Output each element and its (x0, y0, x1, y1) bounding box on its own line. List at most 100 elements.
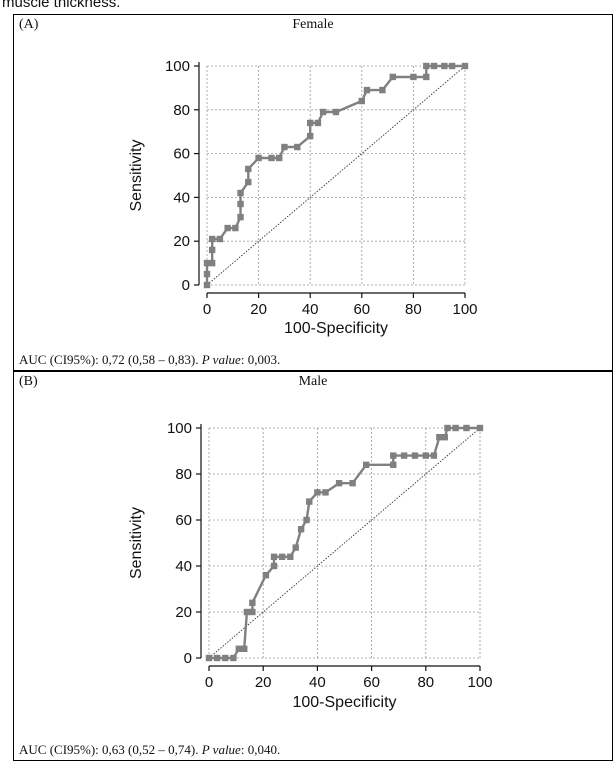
roc-point (245, 165, 252, 173)
roc-point (476, 424, 484, 432)
roc-point (255, 154, 262, 162)
roc-point (241, 645, 248, 652)
roc-point (224, 224, 231, 232)
x-axis-title: 100-Specificity (292, 694, 396, 711)
roc-point (441, 62, 448, 70)
roc-point (213, 654, 221, 662)
x-tick-label: 20 (255, 674, 272, 691)
roc-point (216, 235, 224, 243)
roc-point (208, 246, 216, 254)
panel-title: Male (298, 374, 328, 389)
x-tick-label: 0 (205, 674, 213, 691)
auc-text: AUC (CI95%): 0,63 (0,52 – 0,74). (19, 742, 202, 757)
y-tick-label: 60 (175, 512, 192, 529)
x-axis-title: 100-Specificity (284, 320, 388, 337)
y-tick-label: 100 (167, 420, 192, 437)
x-tick-label: 20 (250, 301, 267, 318)
roc-point (390, 452, 397, 459)
roc-point (230, 654, 237, 662)
roc-point (235, 645, 243, 652)
y-tick-label: 0 (184, 650, 192, 667)
roc-point (358, 97, 365, 105)
roc-point (287, 553, 294, 560)
roc-point (463, 424, 470, 432)
roc-point (430, 452, 438, 459)
roc-point (278, 553, 286, 560)
roc-point (410, 73, 417, 81)
p-value-text: : 0,003. (240, 352, 281, 367)
roc-point (268, 154, 275, 162)
roc-point (322, 489, 329, 496)
roc-point (314, 119, 322, 127)
x-tick-label: 40 (302, 301, 319, 318)
auc-footer: AUC (CI95%): 0,63 (0,52 – 0,74). P value… (19, 742, 280, 758)
roc-point (349, 480, 356, 487)
roc-point (422, 452, 429, 459)
roc-point (444, 424, 451, 432)
x-tick-label: 60 (353, 301, 370, 318)
roc-point (307, 119, 314, 127)
roc-point (237, 200, 244, 208)
roc-point (205, 654, 213, 662)
roc-point (461, 62, 469, 70)
reference-diagonal-line (206, 65, 466, 286)
roc-point (400, 452, 408, 459)
roc-point (411, 452, 419, 459)
roc-point (389, 73, 396, 81)
roc-point (232, 224, 239, 232)
y-tick-label: 80 (173, 102, 190, 119)
roc-point (362, 461, 370, 468)
auc-text: AUC (CI95%): 0,72 (0,58 – 0,83). (19, 352, 202, 367)
roc-point (243, 608, 251, 616)
roc-point (314, 489, 321, 496)
roc-point (203, 259, 211, 267)
roc-point (249, 599, 256, 606)
panel-female: (A) Female 0 20 40 60 80 100 0 20 40 60 80 100 100-S… (13, 14, 613, 371)
y-tick-label: 60 (173, 146, 190, 163)
p-value-label: P value (201, 352, 241, 367)
roc-point (332, 108, 340, 116)
roc-point (203, 281, 211, 289)
roc-point (237, 189, 244, 197)
y-axis-title: Sensitivity (128, 507, 145, 579)
roc-point (208, 235, 216, 243)
y-tick-label: 80 (175, 466, 192, 483)
y-tick-label: 100 (165, 58, 190, 75)
caption-fragment: muscle thickness. (2, 0, 121, 11)
y-tick-label: 40 (173, 189, 190, 206)
panel-title: Female (292, 17, 334, 32)
roc-point (423, 62, 430, 70)
x-tick-label: 80 (405, 301, 422, 318)
x-tick-label: 100 (467, 674, 492, 691)
x-tick-label: 100 (452, 301, 477, 318)
roc-point (303, 516, 310, 524)
roc-point (448, 62, 456, 70)
y-tick-label: 20 (175, 604, 192, 621)
y-tick-label: 20 (173, 233, 190, 250)
x-tick-label: 0 (203, 301, 211, 318)
roc-point (379, 86, 386, 94)
reference-diagonal-line (208, 427, 481, 659)
roc-point (363, 86, 371, 94)
panel-letter: (B) (19, 374, 38, 389)
y-axis-title: Sensitivity (128, 139, 145, 211)
roc-point (270, 553, 278, 560)
roc-point (281, 143, 288, 151)
roc-chart-male: 0 20 40 60 80 100 0 20 40 60 80 100 100-Specificity S… (128, 420, 493, 711)
y-tick-label: 0 (182, 277, 190, 294)
roc-point (270, 562, 278, 570)
roc-point (306, 498, 313, 505)
roc-point (249, 608, 256, 616)
x-tick-label: 80 (417, 674, 434, 691)
roc-point (237, 213, 244, 221)
roc-point (222, 654, 229, 662)
roc-chart-female: 0 20 40 60 80 100 0 20 40 60 80 100 100-Specificity S… (128, 58, 478, 337)
roc-point (294, 143, 301, 151)
roc-point (208, 259, 216, 267)
roc-point (307, 132, 314, 140)
roc-point (390, 461, 397, 468)
roc-point (297, 526, 305, 533)
roc-point (436, 434, 443, 441)
roc-point (262, 572, 270, 579)
roc-point (292, 544, 299, 551)
